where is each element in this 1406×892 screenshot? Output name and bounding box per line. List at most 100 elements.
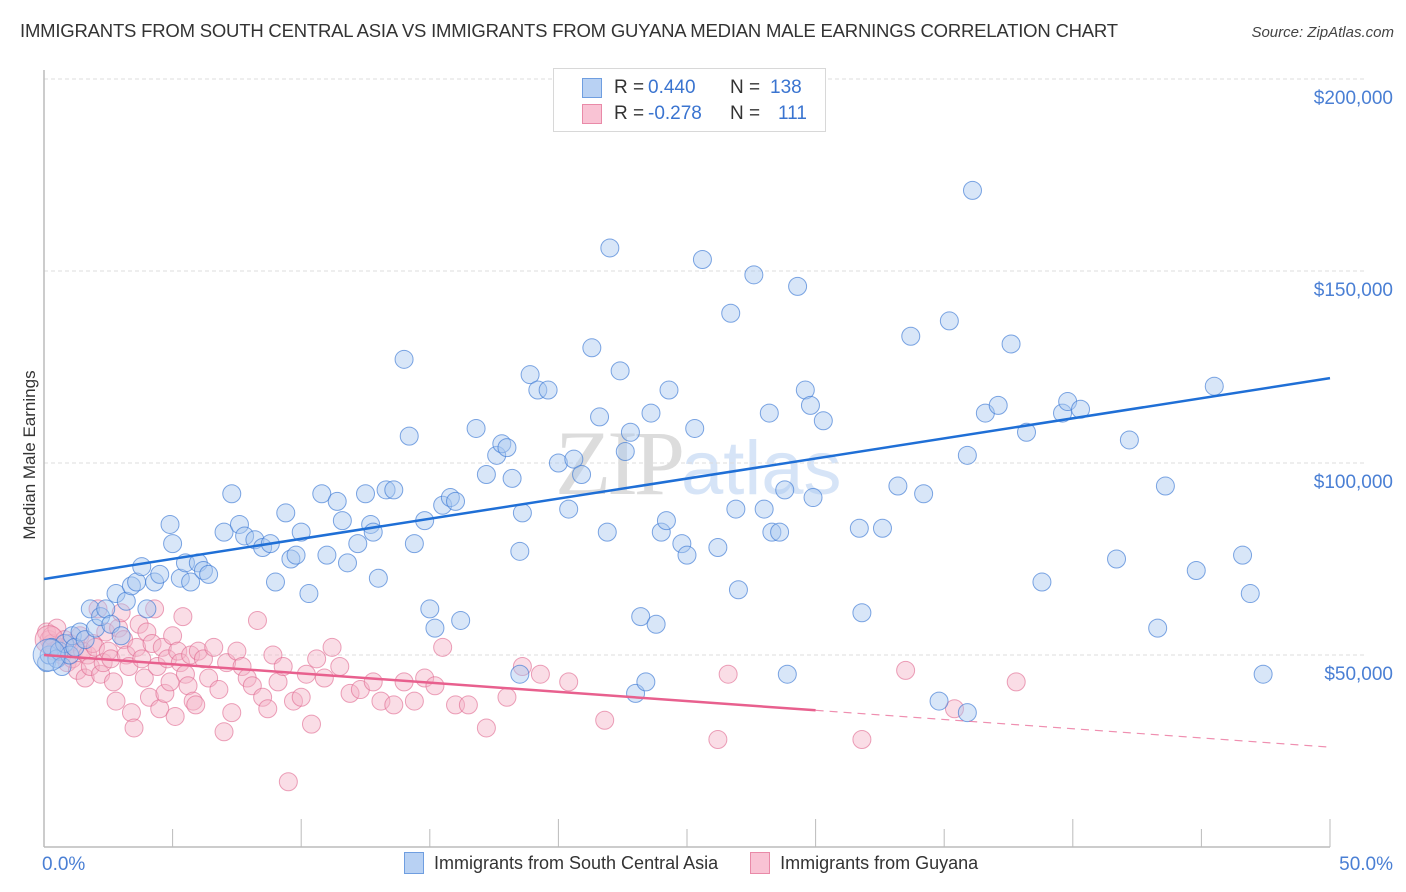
guyana-point: [150, 699, 170, 719]
guyana-point: [307, 649, 327, 669]
south-central-asia-point: [528, 380, 548, 400]
guyana-point: [559, 672, 579, 692]
south-central-asia-point: [229, 514, 249, 534]
series-legend: Immigrants from South Central Asia Immig…: [404, 852, 1010, 874]
south-central-asia-point: [929, 691, 949, 711]
guyana-point: [425, 676, 445, 696]
south-central-asia-point: [672, 534, 692, 554]
south-central-asia-point: [111, 626, 131, 646]
chart-title: IMMIGRANTS FROM SOUTH CENTRAL ASIA VS IM…: [20, 20, 1118, 41]
south-central-asia-point: [181, 572, 201, 592]
south-central-asia-point: [726, 499, 746, 519]
south-central-asia-point: [1186, 561, 1206, 581]
south-central-asia-point: [1240, 584, 1260, 604]
n-value: 111: [778, 103, 807, 124]
south-central-asia-point: [800, 395, 820, 415]
south-central-asia-point: [548, 453, 568, 473]
guyana-point: [1006, 672, 1026, 692]
guyana-point: [291, 687, 311, 707]
south-central-asia-point: [199, 564, 219, 584]
south-central-asia-point: [775, 480, 795, 500]
south-central-asia-point: [376, 480, 396, 500]
south-central-asia-point: [510, 664, 530, 684]
south-central-asia-point: [615, 441, 635, 461]
guyana-point: [944, 699, 964, 719]
south-central-asia-point: [348, 534, 368, 554]
south-central-asia-point: [1119, 430, 1139, 450]
guyana-point: [204, 637, 224, 657]
n-label: N =: [730, 77, 761, 98]
y-tick-label: $200,000: [1314, 88, 1393, 109]
guyana-point: [322, 637, 342, 657]
source-label: Source: ZipAtlas.com: [1251, 24, 1394, 41]
south-central-asia-point: [276, 503, 296, 523]
blue-swatch-icon: [404, 852, 424, 874]
south-central-asia-point: [728, 580, 748, 600]
guyana-point: [718, 664, 738, 684]
south-central-asia-point: [1253, 664, 1273, 684]
guyana-point: [173, 607, 193, 627]
south-central-asia-point: [404, 534, 424, 554]
trend-lines: [43, 376, 1331, 748]
south-central-asia-point: [620, 422, 640, 442]
axes: [43, 70, 1331, 848]
guyana-point: [595, 710, 615, 730]
south-central-asia-point: [770, 522, 790, 542]
south-central-asia-point: [762, 522, 782, 542]
r-label: R =: [614, 103, 645, 124]
south-central-asia-point: [433, 495, 453, 515]
guyana-point: [134, 668, 154, 688]
pink-swatch-icon: [750, 852, 771, 874]
south-central-asia-point: [754, 499, 774, 519]
south-central-asia-point: [466, 418, 486, 438]
guyana-point: [278, 772, 298, 792]
south-central-asia-point: [497, 438, 517, 458]
south-central-asia-point: [914, 484, 934, 504]
correlation-legend: R = 0.440 N = 138 R = -0.278 N = 111: [553, 68, 826, 132]
guyana-point: [896, 660, 916, 680]
guyana-point: [75, 668, 95, 688]
south-central-asia-point: [795, 380, 815, 400]
guyana-point: [530, 664, 550, 684]
south-central-asia-point: [677, 545, 697, 565]
south-central-asia-point: [659, 380, 679, 400]
guyana-point: [214, 722, 234, 742]
south-central-asia-point: [1053, 403, 1073, 423]
legend-item-south-central-asia[interactable]: Immigrants from South Central Asia: [404, 852, 718, 874]
south-central-asia-point: [116, 591, 136, 611]
guyana-point: [186, 695, 206, 715]
south-central-asia-point: [788, 276, 808, 296]
guyana-point: [433, 637, 453, 657]
south-central-asia-point: [476, 465, 496, 485]
guyana-point: [258, 699, 278, 719]
guyana-point: [852, 729, 872, 749]
south-central-asia-point: [600, 238, 620, 258]
y-tick-label: $150,000: [1314, 280, 1393, 301]
south-central-asia-point: [170, 568, 190, 588]
n-value: 138: [770, 77, 802, 98]
south-central-asia-point: [440, 488, 460, 508]
guyana-trend-line-extrapolated: [815, 709, 1331, 748]
guyana-point: [222, 703, 242, 723]
guyana-point: [127, 637, 147, 657]
y-tick-label: $50,000: [1324, 664, 1393, 685]
grid-lines: [44, 78, 1366, 656]
guyana-point: [142, 633, 162, 653]
south-central-asia-point: [312, 484, 332, 504]
south-central-asia-point: [368, 568, 388, 588]
legend-item-guyana[interactable]: Immigrants from Guyana: [750, 852, 978, 874]
south-central-asia-point: [759, 403, 779, 423]
south-central-asia-point: [692, 249, 712, 269]
south-central-asia-point: [356, 484, 375, 504]
south-central-asia-point: [777, 664, 797, 684]
guyana-point: [512, 657, 532, 677]
y-axis-label: Median Male Earnings: [20, 370, 39, 540]
south-central-asia-point: [286, 545, 306, 565]
south-central-asia-point: [235, 526, 255, 546]
south-central-asia-point: [646, 614, 666, 634]
guyana-point: [330, 657, 350, 677]
south-central-asia-point: [446, 491, 466, 511]
south-central-asia-point: [957, 703, 977, 723]
south-central-asia-point: [132, 557, 152, 577]
